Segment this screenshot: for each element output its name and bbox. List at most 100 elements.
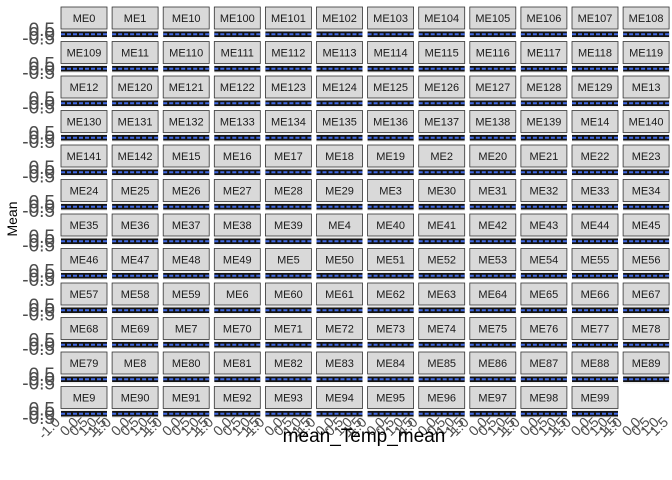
facet-panel: ME32	[520, 179, 568, 211]
y-tick-label: -0.5	[22, 270, 55, 291]
confidence-band	[469, 273, 516, 279]
y-tick-label: 0.5	[29, 55, 55, 76]
facet-panel: ME91	[162, 386, 210, 418]
facet-panel: ME113	[316, 41, 363, 73]
facet-panel: ME31	[469, 179, 517, 211]
facet-strip	[418, 110, 466, 133]
facet-panel: ME53	[469, 248, 517, 280]
facet-strip-label: ME26	[172, 186, 201, 198]
facet-strip	[213, 179, 261, 202]
confidence-band	[112, 342, 159, 348]
facet-strip-label: ME22	[581, 151, 610, 163]
facet-panel: ME15	[162, 144, 210, 177]
facet-panel: ME47	[111, 248, 159, 280]
confidence-band	[265, 342, 312, 348]
facet-strip-label: ME23	[632, 151, 661, 163]
facet-strip	[60, 144, 108, 168]
y-tick-label: -0.5	[22, 408, 55, 429]
facet-strip-label: ME67	[632, 289, 661, 301]
facet-panel: ME70	[213, 317, 261, 349]
y-tick-label: 0.0	[29, 369, 55, 390]
facet-strip-label: ME94	[325, 393, 354, 405]
facet-panel: ME14	[571, 110, 619, 142]
facet-panel: ME20	[469, 144, 517, 177]
facet-strip	[367, 248, 415, 271]
facet-strip	[367, 144, 415, 168]
confidence-band	[61, 238, 107, 244]
facet-strip	[622, 248, 670, 271]
facet-strip	[469, 110, 517, 133]
facet-panel: ME1	[111, 6, 159, 39]
y-tick-label: 0.5	[29, 262, 55, 283]
facet-strip-label: ME139	[526, 117, 561, 129]
facet-strip-label: ME108	[629, 13, 664, 25]
facet-strip-label: ME6	[226, 289, 249, 301]
facet-strip	[213, 41, 261, 64]
facet-strip	[571, 386, 619, 409]
facet-panel: ME65	[520, 282, 568, 315]
facet-strip-label: ME20	[478, 151, 507, 163]
facet-strip-label: ME46	[70, 255, 99, 267]
confidence-band	[112, 238, 159, 244]
confidence-band	[163, 273, 210, 279]
confidence-band	[469, 100, 516, 106]
facet-strip-label: ME126	[424, 82, 459, 94]
facet-panel: ME49	[213, 248, 261, 280]
confidence-band	[418, 307, 465, 313]
facet-strip	[367, 41, 415, 64]
facet-strip-label: ME13	[632, 82, 661, 94]
facet-strip	[571, 179, 619, 202]
facet-strip-label: ME55	[581, 255, 610, 267]
facet-panel: ME123	[264, 75, 312, 108]
facet-panel: ME115	[418, 41, 466, 73]
confidence-band	[469, 342, 516, 348]
facet-strip	[213, 213, 261, 237]
facet-strip-label: ME49	[223, 255, 252, 267]
facet-strip	[622, 144, 670, 168]
facet-panel: ME63	[418, 282, 466, 315]
confidence-band	[112, 204, 159, 210]
facet-panel: ME140	[622, 110, 670, 142]
facet-strip	[264, 317, 312, 340]
facet-strip-label: ME130	[67, 117, 102, 129]
y-tick-label: 0.0	[29, 266, 55, 287]
confidence-band	[214, 204, 261, 210]
confidence-band	[520, 238, 567, 244]
facet-strip-label: ME43	[530, 220, 559, 232]
confidence-band	[61, 66, 107, 72]
facet-strip-label: ME1	[124, 13, 147, 25]
facet-panel: ME81	[213, 351, 261, 384]
confidence-band	[572, 169, 618, 175]
facet-strip-label: ME137	[424, 117, 459, 129]
facet-strip-label: ME141	[67, 151, 102, 163]
facet-panel: ME4	[316, 213, 363, 246]
facet-strip	[469, 75, 517, 99]
facet-strip-label: ME57	[70, 289, 99, 301]
facet-panel: ME3	[367, 179, 415, 211]
confidence-band	[418, 204, 465, 210]
confidence-band	[163, 307, 210, 313]
confidence-band	[61, 100, 107, 106]
facet-panel: ME121	[162, 75, 210, 108]
facet-strip-label: ME131	[118, 117, 153, 129]
confidence-band	[469, 31, 516, 37]
facet-panel: ME33	[571, 179, 619, 211]
facet-panel: ME68	[60, 317, 108, 349]
facet-strip-label: ME11	[121, 48, 149, 60]
confidence-band	[469, 411, 516, 417]
facet-strip-label: ME40	[376, 220, 405, 232]
confidence-band	[163, 66, 210, 72]
confidence-band	[316, 169, 363, 175]
facet-panel: ME2	[418, 144, 466, 177]
facet-strip	[264, 179, 312, 202]
facet-strip	[520, 41, 568, 64]
facet-panel: ME62	[367, 282, 415, 315]
facet-panel: ME93	[264, 386, 312, 418]
confidence-band	[572, 273, 618, 279]
confidence-band	[469, 66, 516, 72]
facet-panel: ME38	[213, 213, 261, 246]
facet-strip-label: ME118	[578, 48, 612, 60]
facet-strip-label: ME99	[581, 393, 610, 405]
facet-strip	[162, 282, 210, 306]
confidence-band	[316, 66, 363, 72]
